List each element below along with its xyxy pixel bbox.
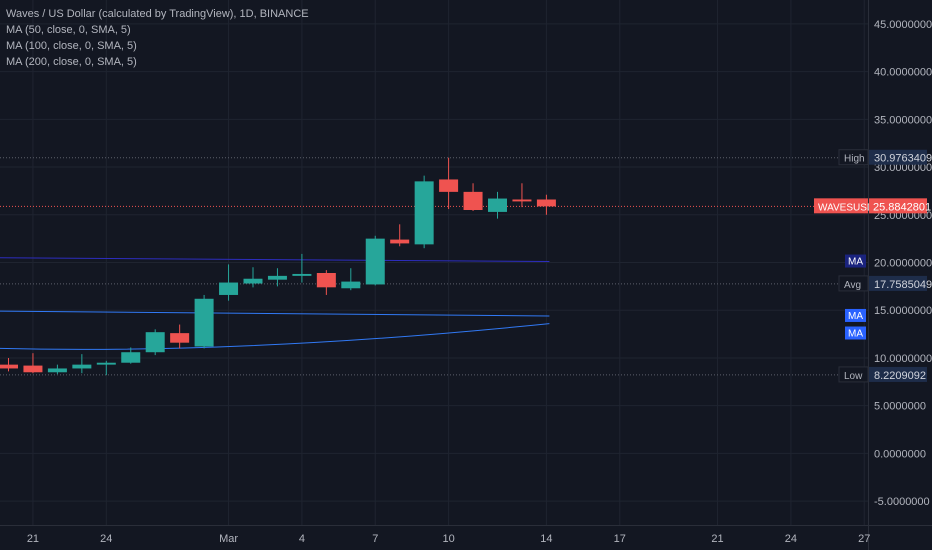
stat-value-label: 30.9763409 xyxy=(874,153,932,165)
symbol-badge xyxy=(814,198,868,214)
candle-body[interactable] xyxy=(145,332,165,353)
candle-body[interactable] xyxy=(536,199,556,207)
price-tick-label: 20.0000000 xyxy=(874,258,932,270)
ma-badge xyxy=(845,326,866,340)
ma-badge xyxy=(845,308,866,322)
stat-name-box xyxy=(838,366,869,383)
candle-body[interactable] xyxy=(316,273,336,288)
stat-name-box xyxy=(838,149,869,166)
stat-name-box xyxy=(838,275,869,292)
price-tick-label: 0.0000000 xyxy=(874,448,926,460)
time-tick-label: 10 xyxy=(442,533,454,545)
price-tick-label: 30.0000000 xyxy=(874,162,932,174)
chart-title[interactable]: Waves / US Dollar (calculated by Trading… xyxy=(6,8,309,20)
candle-body[interactable] xyxy=(463,191,483,210)
time-tick-label: 17 xyxy=(614,533,626,545)
candle-body[interactable] xyxy=(47,368,67,373)
price-tick-label: -5.0000000 xyxy=(874,496,930,508)
stat-name-label: High xyxy=(844,154,865,165)
candle-body[interactable] xyxy=(96,362,116,365)
ma-line-0 xyxy=(0,310,550,317)
candle-body[interactable] xyxy=(414,181,434,245)
stat-name-label: Avg xyxy=(844,280,861,291)
symbol-label: WAVESUSD xyxy=(818,202,874,213)
candle-body[interactable] xyxy=(194,298,214,347)
candle-body[interactable] xyxy=(292,273,312,276)
ma-line-2 xyxy=(0,257,550,263)
ma-badge-label: MA xyxy=(848,329,863,340)
candle-body[interactable] xyxy=(0,364,18,369)
time-tick-label: 14 xyxy=(540,533,552,545)
last-price-label: 25.8842801 xyxy=(873,201,931,213)
stat-value-box xyxy=(869,275,927,291)
price-tick-label: 10.0000000 xyxy=(874,353,932,365)
ma-50-legend[interactable]: MA (50, close, 0, SMA, 5) xyxy=(6,24,131,36)
time-tick-label: 4 xyxy=(299,533,305,545)
candle-body[interactable] xyxy=(219,282,239,295)
stat-value-label: 8.2209092 xyxy=(874,370,926,382)
stat-value-label: 17.7585049 xyxy=(874,279,932,291)
candle-body[interactable] xyxy=(170,333,190,343)
ma-badge-label: MA xyxy=(848,311,863,322)
time-tick-label: 7 xyxy=(372,533,378,545)
price-tick-label: 5.0000000 xyxy=(874,401,926,413)
ma-100-legend[interactable]: MA (100, close, 0, SMA, 5) xyxy=(6,40,137,52)
ma-badge-label: MA xyxy=(848,257,863,268)
candle-body[interactable] xyxy=(439,179,459,192)
candle-body[interactable] xyxy=(341,281,361,289)
time-tick-label: 21 xyxy=(711,533,723,545)
candle-body[interactable] xyxy=(365,238,385,285)
last-price-box xyxy=(869,198,927,214)
candle-body[interactable] xyxy=(23,365,43,373)
price-tick-label: 45.0000000 xyxy=(874,19,932,31)
candle-body[interactable] xyxy=(243,278,263,284)
candle-body[interactable] xyxy=(72,364,92,369)
ma-badge xyxy=(845,254,866,268)
candle-body[interactable] xyxy=(512,199,532,202)
stat-value-box xyxy=(869,366,927,382)
price-tick-label: 35.0000000 xyxy=(874,114,932,126)
time-tick-label: 24 xyxy=(785,533,797,545)
candle-body[interactable] xyxy=(267,275,287,280)
candle-body[interactable] xyxy=(488,198,507,212)
time-tick-label: 24 xyxy=(100,533,112,545)
candle-body[interactable] xyxy=(390,239,410,244)
ma-line-1 xyxy=(0,323,550,350)
price-tick-label: 40.0000000 xyxy=(874,67,932,79)
ma-200-legend[interactable]: MA (200, close, 0, SMA, 5) xyxy=(6,56,137,68)
stat-value-box xyxy=(869,149,927,165)
chart-legend: Waves / US Dollar (calculated by Trading… xyxy=(6,6,309,70)
time-tick-label: 27 xyxy=(858,533,870,545)
price-tick-label: 15.0000000 xyxy=(874,305,932,317)
time-tick-label: Mar xyxy=(219,533,238,545)
stat-name-label: Low xyxy=(844,371,863,382)
time-tick-label: 21 xyxy=(27,533,39,545)
candle-body[interactable] xyxy=(121,352,141,363)
